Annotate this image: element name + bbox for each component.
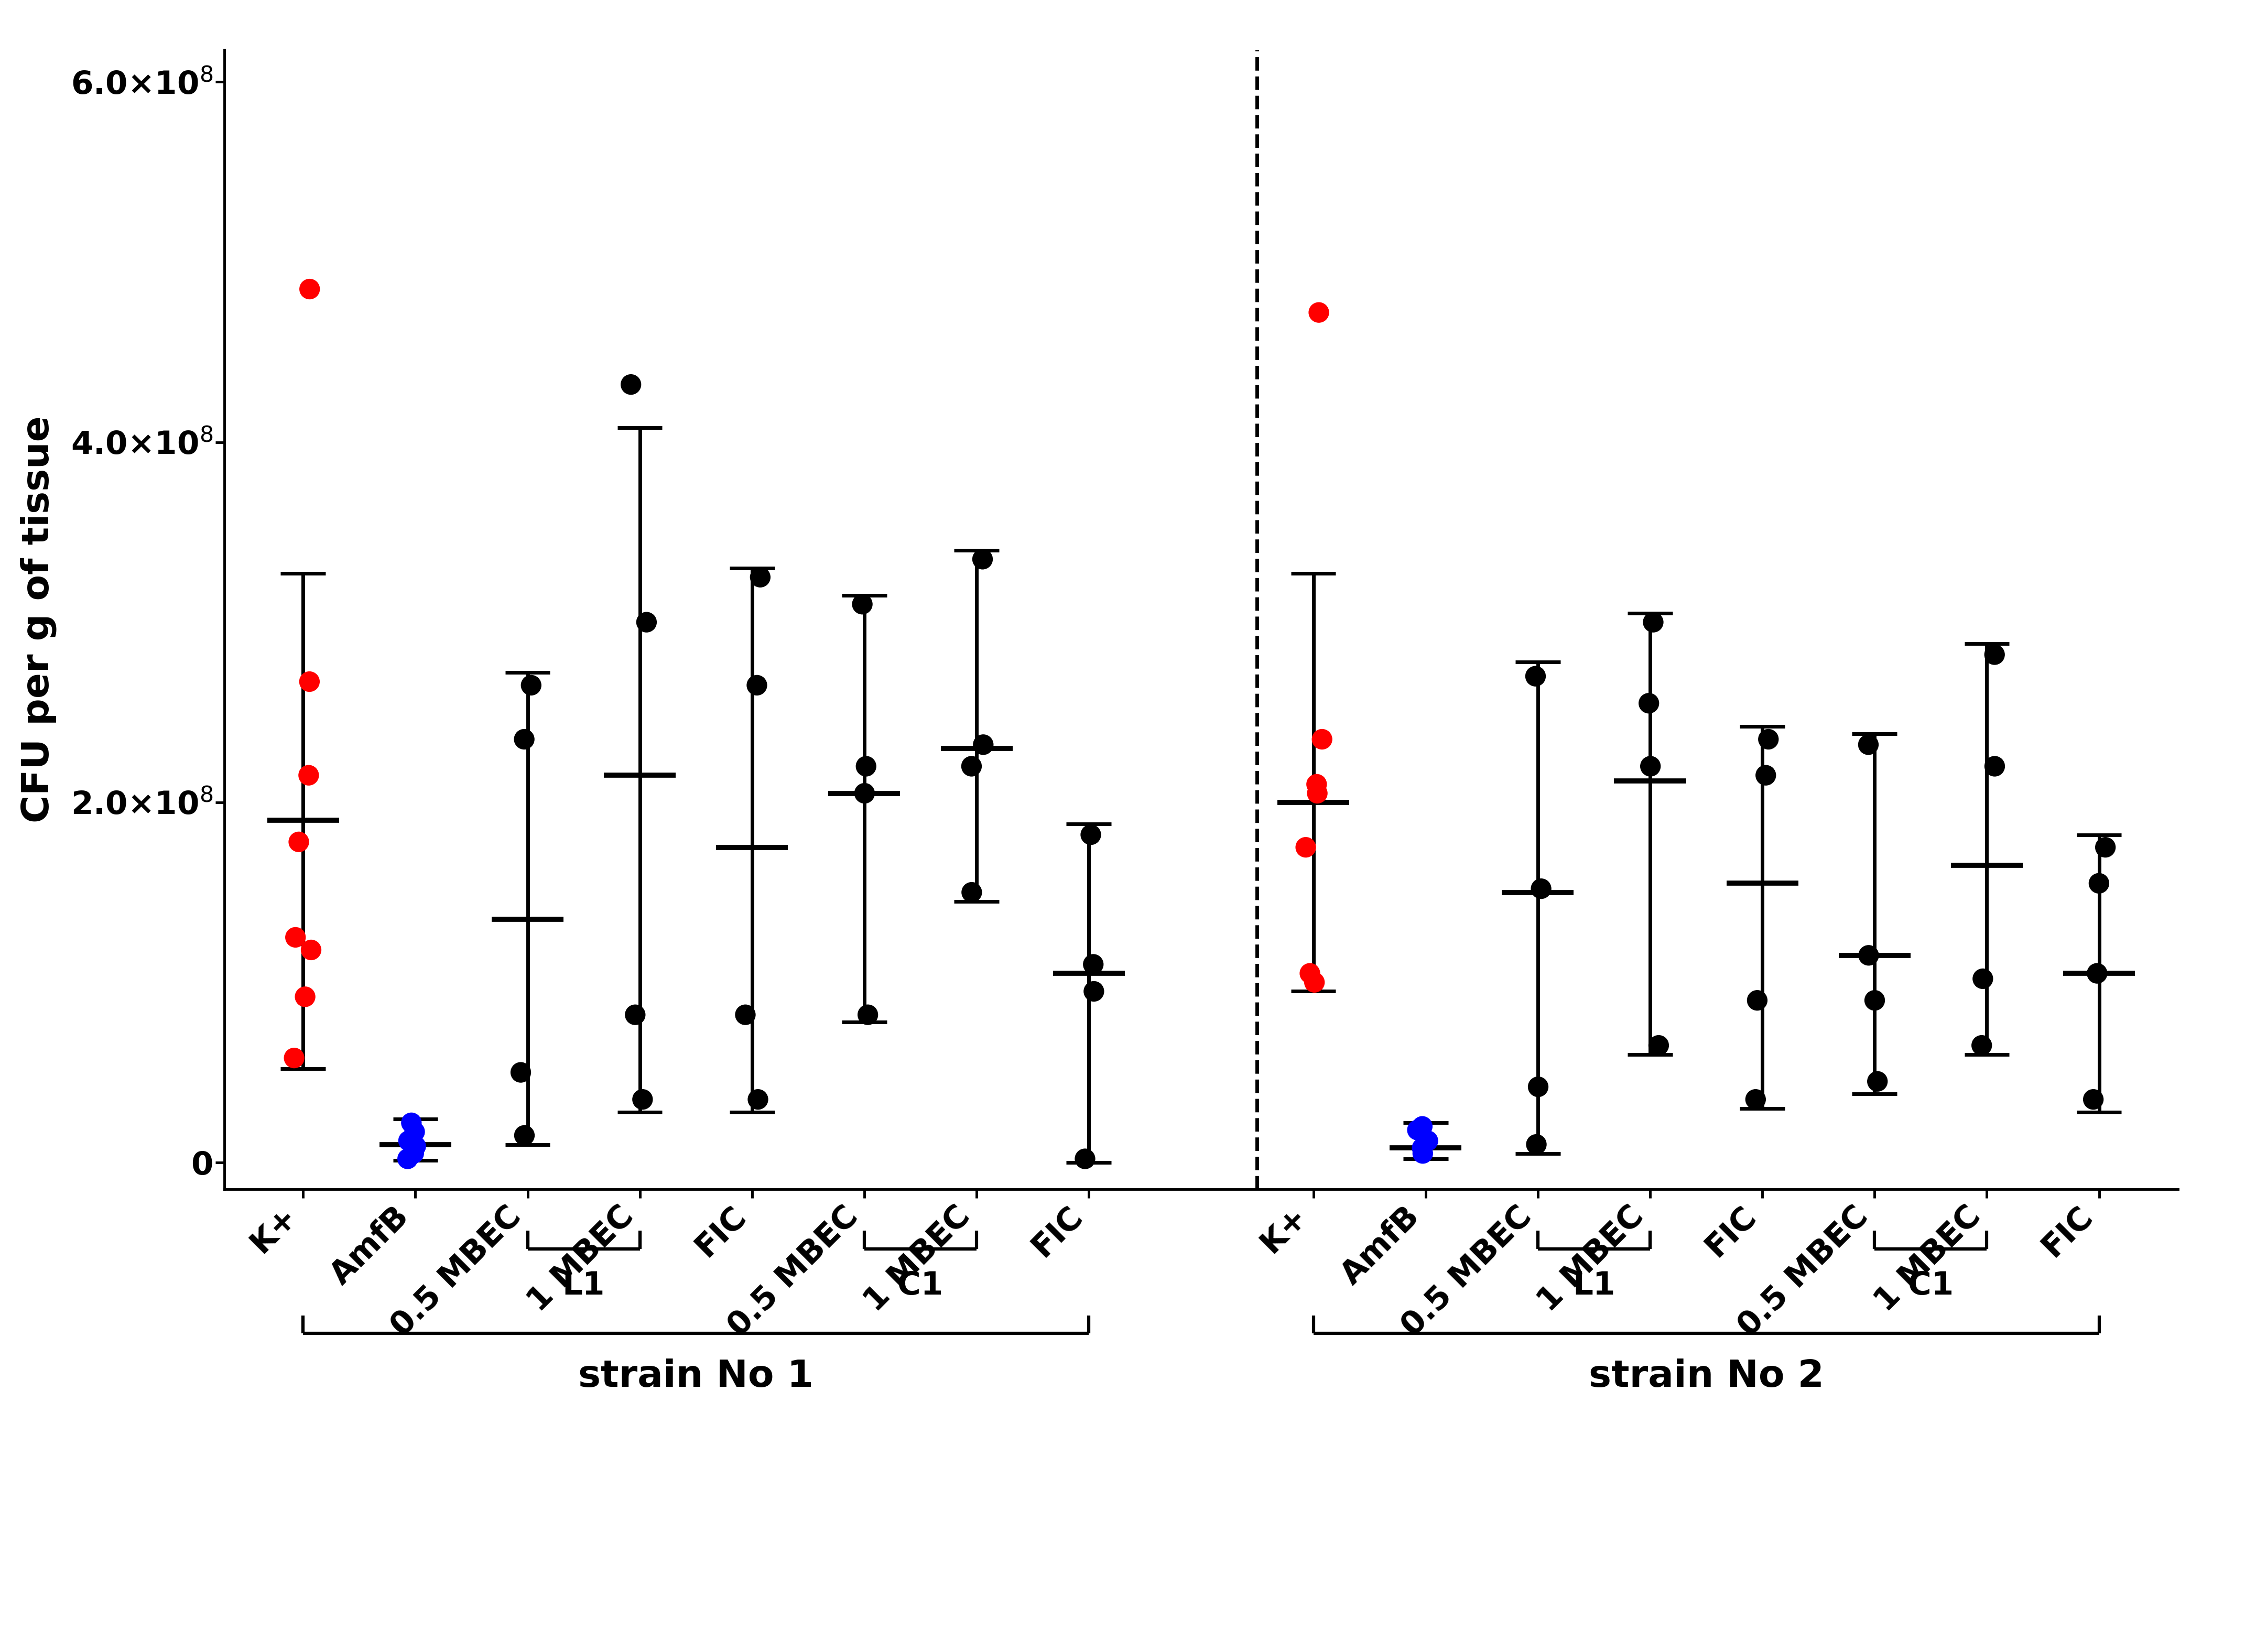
Point	[1295, 970, 1331, 996]
Point	[743, 563, 779, 590]
Point	[281, 829, 317, 856]
Point	[1403, 1135, 1439, 1161]
Point	[1850, 732, 1886, 758]
Point	[1641, 1032, 1677, 1059]
Point	[1289, 834, 1325, 861]
Text: L1: L1	[561, 1270, 606, 1302]
Point	[629, 610, 665, 636]
Point	[1859, 1069, 1895, 1095]
Point	[507, 1122, 543, 1148]
Text: C1: C1	[1908, 1270, 1953, 1302]
Point	[294, 937, 330, 963]
Point	[2079, 960, 2115, 986]
Point	[1522, 876, 1558, 902]
Text: L1: L1	[1571, 1270, 1616, 1302]
Point	[1978, 753, 2014, 780]
Point	[1857, 988, 1893, 1014]
Point	[395, 1140, 431, 1166]
Point	[276, 1044, 312, 1070]
Point	[393, 1110, 429, 1137]
Point	[2074, 1085, 2110, 1112]
Point	[1630, 691, 1666, 717]
Point	[1410, 1128, 1446, 1155]
Point	[397, 1118, 433, 1145]
Point	[849, 753, 885, 780]
Point	[1751, 725, 1787, 752]
Point	[954, 879, 990, 905]
Point	[739, 672, 775, 699]
Point	[954, 753, 990, 780]
Point	[278, 923, 314, 950]
Y-axis label: CFU per g of tissue: CFU per g of tissue	[20, 416, 56, 823]
Point	[391, 1128, 427, 1155]
Point	[1066, 1145, 1102, 1171]
Point	[1632, 753, 1668, 780]
Point	[507, 725, 543, 752]
Point	[1073, 821, 1109, 847]
Point	[292, 669, 328, 695]
Point	[1291, 960, 1327, 986]
Point	[1300, 299, 1336, 325]
Point	[1634, 610, 1670, 636]
Point	[1405, 1140, 1441, 1166]
Point	[1399, 1117, 1435, 1143]
Point	[1075, 978, 1111, 1004]
Point	[1964, 965, 2000, 991]
Point	[617, 1001, 653, 1028]
Point	[1300, 780, 1336, 806]
Point	[965, 732, 1001, 758]
Point	[624, 1085, 660, 1112]
Point	[292, 276, 328, 302]
Point	[851, 1001, 887, 1028]
Point	[613, 372, 649, 398]
Point	[741, 1085, 777, 1112]
Text: strain No 2: strain No 2	[1589, 1358, 1823, 1394]
Point	[844, 591, 880, 618]
Point	[287, 983, 323, 1009]
Point	[1740, 988, 1776, 1014]
Point	[1075, 952, 1111, 978]
Point	[1976, 641, 2012, 667]
Point	[397, 1133, 433, 1160]
Point	[290, 762, 326, 788]
Point	[727, 1001, 763, 1028]
Point	[1850, 942, 1886, 968]
Point	[1518, 1132, 1554, 1158]
Point	[391, 1145, 427, 1171]
Point	[1405, 1113, 1441, 1140]
Point	[965, 545, 1001, 572]
Point	[2081, 871, 2117, 897]
Point	[1738, 1085, 1774, 1112]
Point	[514, 672, 550, 699]
Point	[1304, 725, 1340, 752]
Point	[1298, 771, 1334, 798]
Point	[1749, 762, 1785, 788]
Point	[1964, 1032, 2000, 1059]
Point	[1518, 662, 1554, 689]
Point	[2088, 834, 2124, 861]
Point	[1520, 1074, 1556, 1100]
Point	[503, 1059, 539, 1085]
Text: C1: C1	[898, 1270, 943, 1302]
Text: strain No 1: strain No 1	[579, 1358, 813, 1394]
Point	[846, 780, 882, 806]
